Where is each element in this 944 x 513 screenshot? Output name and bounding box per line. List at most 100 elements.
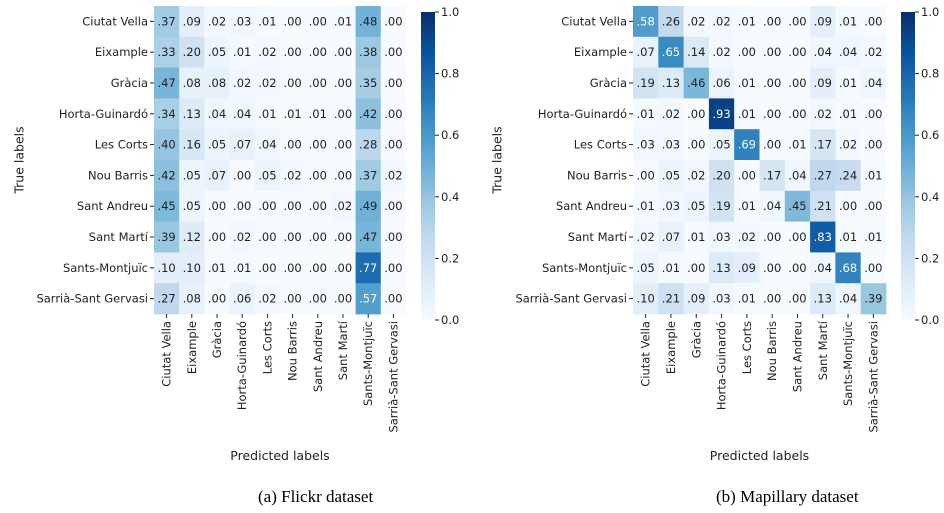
cell-value-label: .05 bbox=[687, 199, 705, 213]
heatmap-cell bbox=[810, 6, 836, 38]
cell-value-label: .00 bbox=[283, 230, 301, 244]
cell-value-label: .16 bbox=[183, 138, 201, 152]
heatmap-cell bbox=[734, 36, 760, 68]
cell-value-label: .00 bbox=[839, 199, 857, 213]
heatmap-cell bbox=[860, 221, 887, 253]
heatmap-cell bbox=[658, 98, 684, 130]
colorbar-tick-label: 0.0 bbox=[921, 313, 939, 327]
heatmap-cell bbox=[305, 98, 331, 130]
cell-value-label: .28 bbox=[359, 138, 377, 152]
cell-value-label: .83 bbox=[814, 230, 832, 244]
heatmap-cell bbox=[204, 36, 230, 68]
cell-value-label: .00 bbox=[864, 107, 882, 121]
cell-value-label: .00 bbox=[763, 45, 781, 59]
heatmap-cell bbox=[860, 36, 887, 68]
y-tick-label: Horta-Guinardó bbox=[538, 107, 627, 121]
cell-value-label: .37 bbox=[359, 168, 377, 182]
cell-value-label: .08 bbox=[183, 76, 201, 90]
heatmap-cell bbox=[860, 129, 887, 161]
cell-value-label: .00 bbox=[334, 76, 352, 90]
y-tick-label: Sant Andreu bbox=[77, 199, 148, 213]
heatmap-cell bbox=[658, 160, 684, 192]
cell-value-label: .03 bbox=[712, 292, 730, 306]
heatmap-cell bbox=[280, 283, 306, 315]
cell-value-label: .00 bbox=[687, 107, 705, 121]
cell-value-label: .04 bbox=[814, 45, 832, 59]
cell-value-label: .00 bbox=[283, 261, 301, 275]
heatmap-cell bbox=[380, 6, 407, 38]
heatmap-cell bbox=[254, 160, 281, 192]
y-tick-label: Sant Martí bbox=[568, 230, 628, 244]
heatmap-cell bbox=[154, 252, 180, 284]
cell-value-label: .01 bbox=[258, 14, 276, 28]
heatmap-cell bbox=[708, 190, 735, 222]
heatmap-cell bbox=[330, 6, 356, 38]
heatmap-cell bbox=[154, 283, 180, 315]
cell-value-label: .00 bbox=[258, 261, 276, 275]
cell-value-label: .00 bbox=[384, 107, 402, 121]
y-tick-label: Sants-Montjuïc bbox=[63, 261, 148, 275]
cell-value-label: .69 bbox=[738, 138, 756, 152]
heatmap-cell bbox=[305, 160, 331, 192]
cell-value-label: .01 bbox=[334, 14, 352, 28]
cell-value-label: .65 bbox=[662, 45, 680, 59]
cell-value-label: .00 bbox=[763, 261, 781, 275]
cell-value-label: .00 bbox=[309, 138, 327, 152]
heatmap-cell bbox=[305, 190, 331, 222]
cell-value-label: .01 bbox=[738, 14, 756, 28]
cell-value-label: .24 bbox=[839, 168, 857, 182]
cell-value-label: .06 bbox=[233, 292, 251, 306]
heatmap-cell bbox=[633, 283, 659, 315]
heatmap-cell bbox=[204, 67, 230, 99]
x-tick-label: Nou Barris bbox=[765, 321, 779, 381]
heatmap-cell bbox=[810, 283, 836, 315]
cell-value-label: .04 bbox=[258, 138, 276, 152]
cell-value-label: .00 bbox=[334, 45, 352, 59]
heatmap-cell bbox=[380, 36, 407, 68]
cell-value-label: .03 bbox=[637, 138, 655, 152]
cell-value-label: .00 bbox=[384, 261, 402, 275]
heatmap-cell bbox=[708, 67, 735, 99]
heatmap-cell bbox=[658, 6, 684, 38]
colorbar-tick-label: 0.2 bbox=[441, 251, 459, 265]
cell-value-label: .00 bbox=[687, 138, 705, 152]
heatmap-cell bbox=[254, 283, 281, 315]
cell-value-label: .04 bbox=[763, 199, 781, 213]
mapillary-confusion-matrix: .58 .26 .02 .02 .01 .00 .00 .09 .01 .00 .07 .65 .14.… bbox=[490, 5, 940, 506]
heatmap-cell bbox=[305, 129, 331, 161]
y-tick-label: Sarrià-Sant Gervasi bbox=[515, 292, 627, 306]
cell-value-label: .35 bbox=[359, 76, 377, 90]
cell-value-label: .07 bbox=[662, 230, 680, 244]
heatmap-cell bbox=[708, 160, 735, 192]
cell-value-label: .00 bbox=[763, 292, 781, 306]
heatmap-cell bbox=[355, 6, 382, 38]
heatmap-cell bbox=[835, 36, 862, 68]
heatmap-cell bbox=[683, 98, 710, 130]
heatmap-cell bbox=[658, 67, 684, 99]
cell-value-label: .02 bbox=[283, 168, 301, 182]
x-tick-label: Ciutat Vella bbox=[160, 321, 174, 387]
cell-value-label: .00 bbox=[763, 138, 781, 152]
heatmap-cell bbox=[810, 67, 836, 99]
cell-value-label: .09 bbox=[814, 14, 832, 28]
cell-value-label: .00 bbox=[208, 230, 226, 244]
heatmap-cell bbox=[658, 129, 684, 161]
heatmap-cell bbox=[204, 160, 230, 192]
heatmap-cell bbox=[179, 129, 205, 161]
heatmap-cell bbox=[633, 190, 659, 222]
heatmap-cell bbox=[759, 160, 786, 192]
cell-value-label: .02 bbox=[814, 107, 832, 121]
heatmap-cell bbox=[734, 252, 760, 284]
cell-value-label: .00 bbox=[283, 45, 301, 59]
cell-value-label: .00 bbox=[233, 199, 251, 213]
cell-value-label: .00 bbox=[233, 168, 251, 182]
heatmap-cell bbox=[835, 283, 862, 315]
cell-value-label: .00 bbox=[334, 292, 352, 306]
cell-value-label: .42 bbox=[157, 168, 175, 182]
heatmap-cell bbox=[708, 283, 735, 315]
x-tick-label: Les Corts bbox=[740, 321, 754, 374]
heatmap-cell bbox=[658, 221, 684, 253]
heatmap-cell bbox=[179, 221, 205, 253]
cell-value-label: .01 bbox=[738, 107, 756, 121]
heatmap-cell bbox=[305, 67, 331, 99]
